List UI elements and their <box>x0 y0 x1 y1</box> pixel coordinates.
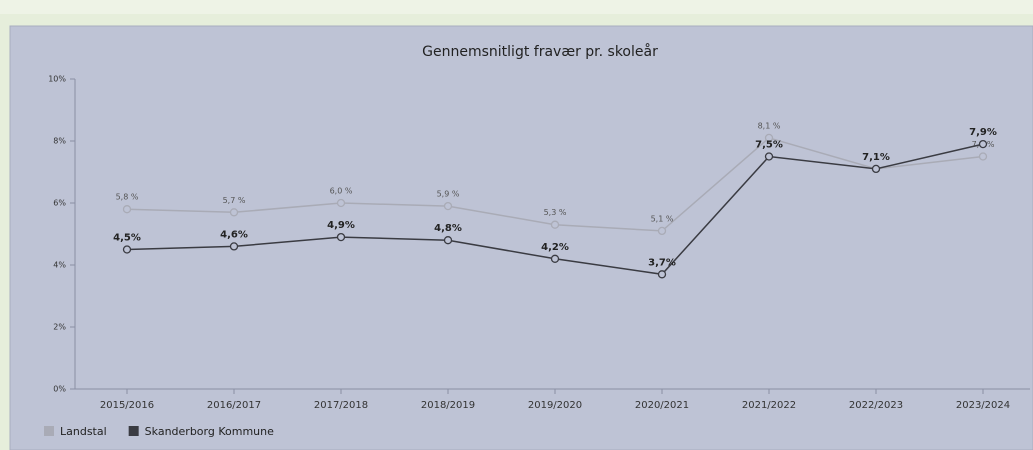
y-tick-label: 6% <box>53 199 66 208</box>
value-label: 4,6% <box>220 229 248 240</box>
y-tick-label: 4% <box>53 261 66 270</box>
value-label: 4,9% <box>327 220 355 231</box>
x-tick-label: 2018/2019 <box>421 400 475 411</box>
legend-swatch <box>44 426 54 436</box>
value-label: 5,1 % <box>651 214 674 223</box>
value-label: 7,9% <box>969 127 997 138</box>
chart-title: Gennemsnitligt fravær pr. skoleår <box>422 43 658 60</box>
y-tick-label: 8% <box>53 137 66 146</box>
value-label: 6,0 % <box>330 187 353 196</box>
legend-swatch <box>128 426 139 436</box>
point <box>657 270 667 279</box>
x-tick-label: 2022/2023 <box>849 400 903 411</box>
value-label: 5,7 % <box>223 196 246 205</box>
x-tick-label: 2017/2018 <box>314 400 368 411</box>
x-tick-label: 2015/2016 <box>100 400 154 411</box>
point <box>871 164 881 174</box>
point <box>764 133 774 143</box>
value-label: 5,9 % <box>437 190 460 199</box>
value-label: 3,7% <box>648 257 676 268</box>
x-tick-label: 2019/2020 <box>528 400 582 411</box>
point <box>657 226 667 236</box>
legend-label: Skanderborg Kommune <box>145 425 274 438</box>
x-tick-label: 2016/2017 <box>207 400 261 411</box>
y-tick-label: 10% <box>48 75 66 84</box>
point <box>443 236 453 245</box>
x-tick-label: 2023/2024 <box>956 400 1010 411</box>
point <box>764 152 774 161</box>
point <box>229 242 239 251</box>
value-label: 5,3 % <box>544 208 567 217</box>
point <box>336 232 346 242</box>
value-label: 8,1 % <box>758 121 781 130</box>
x-tick-label: 2020/2021 <box>635 400 689 411</box>
point <box>550 220 560 229</box>
point <box>336 198 346 208</box>
point <box>978 152 988 161</box>
value-label: 4,5% <box>113 233 141 244</box>
value-label: 5,8 % <box>116 193 139 202</box>
point <box>550 254 560 263</box>
value-label: 4,8% <box>434 223 462 234</box>
point <box>443 201 453 211</box>
value-label: 7,5% <box>755 140 783 151</box>
point <box>122 205 132 214</box>
value-label: 7,1% <box>862 152 890 163</box>
y-tick-label: 0% <box>53 385 66 394</box>
point <box>978 139 988 149</box>
point <box>122 245 132 254</box>
point <box>229 208 239 217</box>
x-tick-label: 2021/2022 <box>742 400 796 411</box>
chart-panel <box>9 25 1033 450</box>
top-strip <box>0 0 1033 14</box>
y-tick-label: 2% <box>53 323 66 332</box>
legend-label: Landstal <box>60 425 107 438</box>
value-label: 4,2% <box>541 242 569 253</box>
